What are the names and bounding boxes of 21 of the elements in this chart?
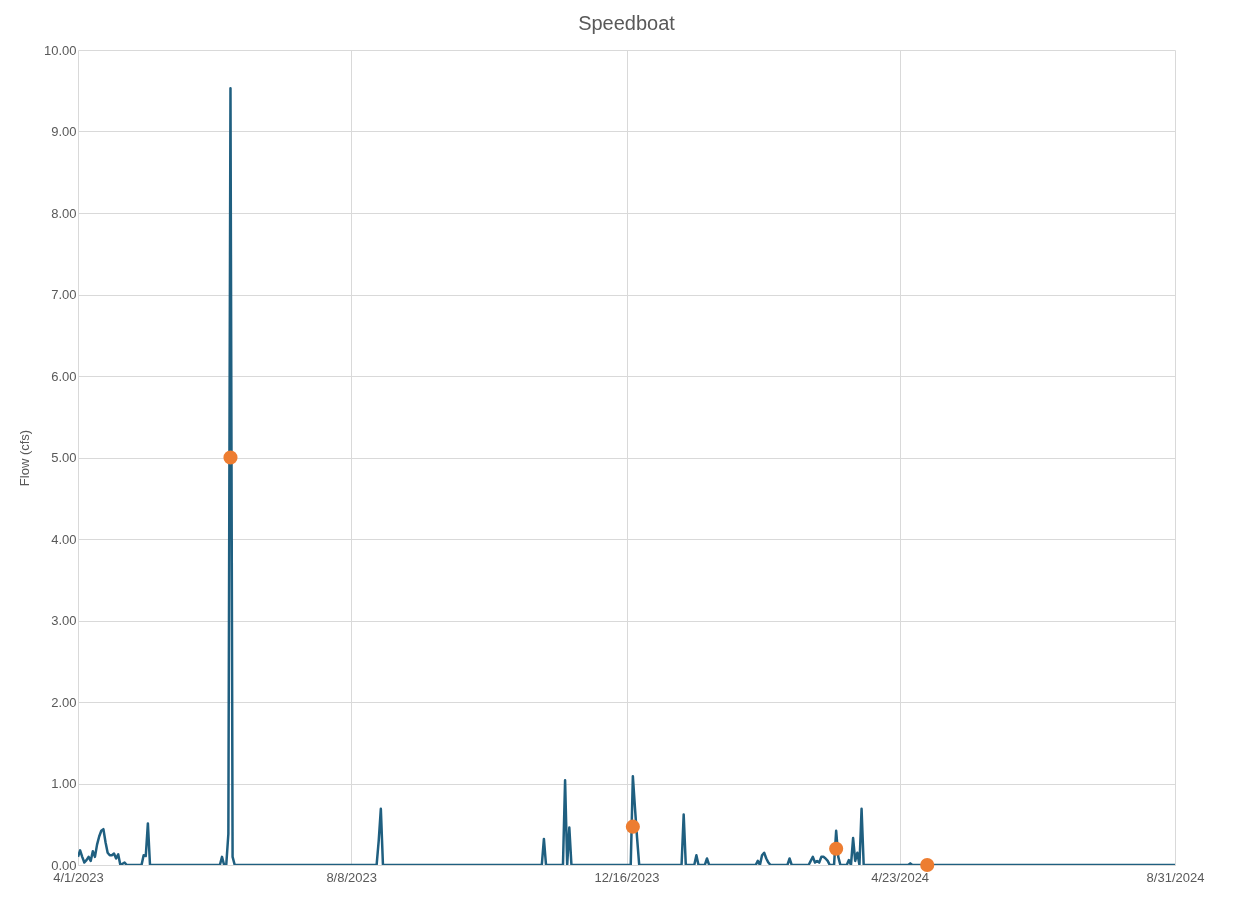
y-tick-label: 1.00	[51, 776, 77, 791]
x-tick-label: 8/8/2023	[326, 869, 377, 885]
y-tick-label: 5.00	[51, 450, 77, 465]
point	[920, 857, 935, 873]
x-tick-label: 8/31/2024	[1146, 869, 1205, 885]
chart-title: Speedboat	[578, 12, 676, 34]
point	[625, 819, 640, 834]
y-tick-label: 6.00	[51, 368, 77, 384]
y-tick-label: 10.00	[43, 42, 77, 58]
x-tick-label: 12/16/2023	[594, 869, 660, 885]
y-tick-label: 8.00	[51, 205, 77, 221]
point	[829, 841, 844, 856]
y-tick-label: 9.00	[51, 124, 77, 139]
y-tick-label: 7.00	[51, 287, 77, 302]
line-series	[78, 87, 1175, 865]
y-axis-title: Flow (cfs)	[16, 429, 32, 487]
x-tick-label: 4/23/2024	[871, 869, 930, 885]
y-tick-label: 2.00	[51, 694, 77, 710]
y-tick-label: 3.00	[51, 613, 77, 628]
y-tick-label: 4.00	[51, 531, 77, 547]
point	[223, 450, 238, 465]
